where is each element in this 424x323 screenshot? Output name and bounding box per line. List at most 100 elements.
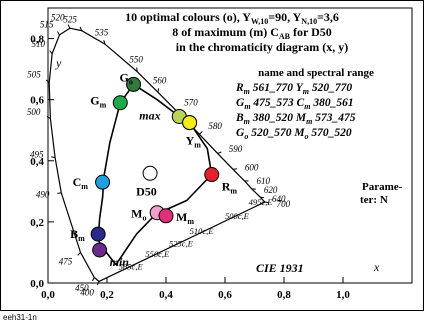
locus-tick: [217, 151, 222, 154]
side-note-line-2: ter: N: [360, 194, 388, 206]
locus-tick: [57, 31, 60, 36]
colour-point: [112, 95, 128, 111]
locus-tick: [51, 156, 56, 159]
wavelength-label: 495: [30, 150, 44, 160]
y-tick-label: 0,8: [30, 34, 44, 46]
locus-tick: [260, 196, 265, 199]
purple-line-label: 510c,E: [190, 226, 215, 236]
x-tick-label: 0,2: [100, 289, 114, 301]
point-label: min: [110, 255, 130, 269]
point-label: Cm: [73, 175, 89, 191]
colour-point: [90, 226, 106, 242]
locus-tick: [232, 168, 237, 170]
locus-tick: [49, 50, 53, 55]
wavelength-label: 500: [27, 107, 41, 117]
y-tick-label: 0,4: [30, 156, 44, 168]
purple-line: [98, 201, 266, 283]
colour-point: [204, 167, 220, 183]
side-note-line-1: Parame-: [362, 181, 403, 193]
colour-point: [142, 165, 158, 181]
wavelength-label: 570: [184, 98, 198, 108]
cie-label: CIE 1931: [256, 261, 304, 275]
colour-point: [182, 115, 198, 131]
colour-point: [95, 174, 111, 190]
locus-tick: [79, 26, 83, 31]
purple-line-label: 550c,E: [145, 249, 170, 259]
locus-tick: [157, 88, 160, 93]
wavelength-label: 580: [208, 121, 222, 131]
locus-tick: [96, 281, 100, 286]
y-tick-label: 0,2: [30, 217, 44, 229]
colour-points: Go Gm max Ym Rm Cm D50 Mo Mm Bm min: [70, 70, 237, 269]
footer-code: eeh31-1n: [3, 313, 37, 322]
point-label: Go: [120, 70, 133, 86]
legend-heading: name and spectral range: [258, 67, 374, 79]
y-axis-title: y: [55, 56, 62, 70]
legend-row: Rm 561_770 Ym 520_770: [235, 82, 352, 96]
locus-tick: [103, 40, 106, 45]
purple-line-label: 495c,E: [249, 197, 274, 207]
locus-tick: [46, 116, 51, 120]
wavelength-label: 620: [264, 185, 278, 195]
locus-tick: [57, 192, 62, 194]
colour-point: [158, 208, 174, 224]
locus-tick: [199, 131, 203, 135]
purple-line-label: 500c,E: [225, 211, 250, 221]
locus-tick: [67, 24, 71, 29]
x-tick-label: 0,4: [159, 289, 173, 301]
x-tick-label: 0,8: [277, 289, 291, 301]
legend-row: Gm 475_573 Cm 380_561: [236, 97, 354, 111]
colour-point: [92, 242, 108, 258]
wavelength-label: 590: [229, 144, 243, 154]
x-tick-label: 1,0: [336, 289, 350, 301]
point-label: max: [139, 108, 160, 122]
point-label: Rm: [222, 180, 238, 196]
x-axis: 0,0 0,2 0,4 0,6 0,8 1,0: [41, 277, 350, 301]
header-line-2: 8 of maximum (m) CAB for D50: [172, 25, 332, 41]
locus-tick: [46, 79, 50, 84]
point-label: D50: [136, 184, 157, 198]
point-label: Gm: [90, 94, 106, 110]
locus-tick: [77, 252, 81, 256]
plot-frame: [47, 7, 413, 284]
legend-row: Go 520_570 Mo 570_520: [236, 127, 352, 141]
wavelength-label: 400: [80, 287, 94, 297]
wavelength-label: 510: [32, 39, 46, 49]
x-tick-label: 0,0: [41, 289, 55, 301]
wavelength-label: 535: [95, 28, 109, 38]
wavelength-label: 640: [272, 194, 286, 204]
wavelength-label: 550: [129, 55, 143, 65]
wavelength-label: 450: [75, 283, 89, 293]
wavelength-label: 475: [59, 256, 73, 266]
wavelength-label: 515: [40, 20, 54, 30]
y-axis: 0,0 0,2 0,4 0,6 0,8: [30, 34, 54, 290]
wavelength-label: 560: [153, 75, 167, 85]
purple-line-label: 565c,E: [119, 261, 144, 271]
purple-line-label: 525c,E: [169, 238, 194, 248]
point-label: Bm: [70, 227, 85, 243]
spectral-locus: [48, 27, 266, 282]
x-axis-title: x: [373, 260, 380, 274]
header-line-1: 10 optimal colours (o), YW,10=90, YN,10=…: [125, 10, 339, 26]
wavelength-label: 600: [245, 163, 259, 173]
x-tick-label: 0,6: [218, 289, 232, 301]
wavelength-label: 525: [63, 15, 77, 25]
wavelength-label: 505: [27, 69, 41, 79]
wavelength-label: 490: [36, 189, 50, 199]
y-tick-label: 0,6: [30, 95, 44, 107]
point-label: Mo: [131, 207, 146, 223]
legend-row: Bm 380_520 Mm 573_475: [235, 112, 356, 126]
locus-tick: [264, 201, 269, 204]
wavelength-label: 700: [277, 199, 291, 209]
wavelength-label: 610: [256, 176, 270, 186]
point-label: Mm: [176, 210, 194, 226]
colour-point: [126, 76, 142, 92]
y-tick-label: 0,0: [30, 278, 44, 290]
wavelength-label: 520: [51, 12, 65, 22]
header-line-3: in the chromaticity diagram (x, y): [176, 40, 348, 54]
point-label: Ym: [186, 134, 202, 150]
